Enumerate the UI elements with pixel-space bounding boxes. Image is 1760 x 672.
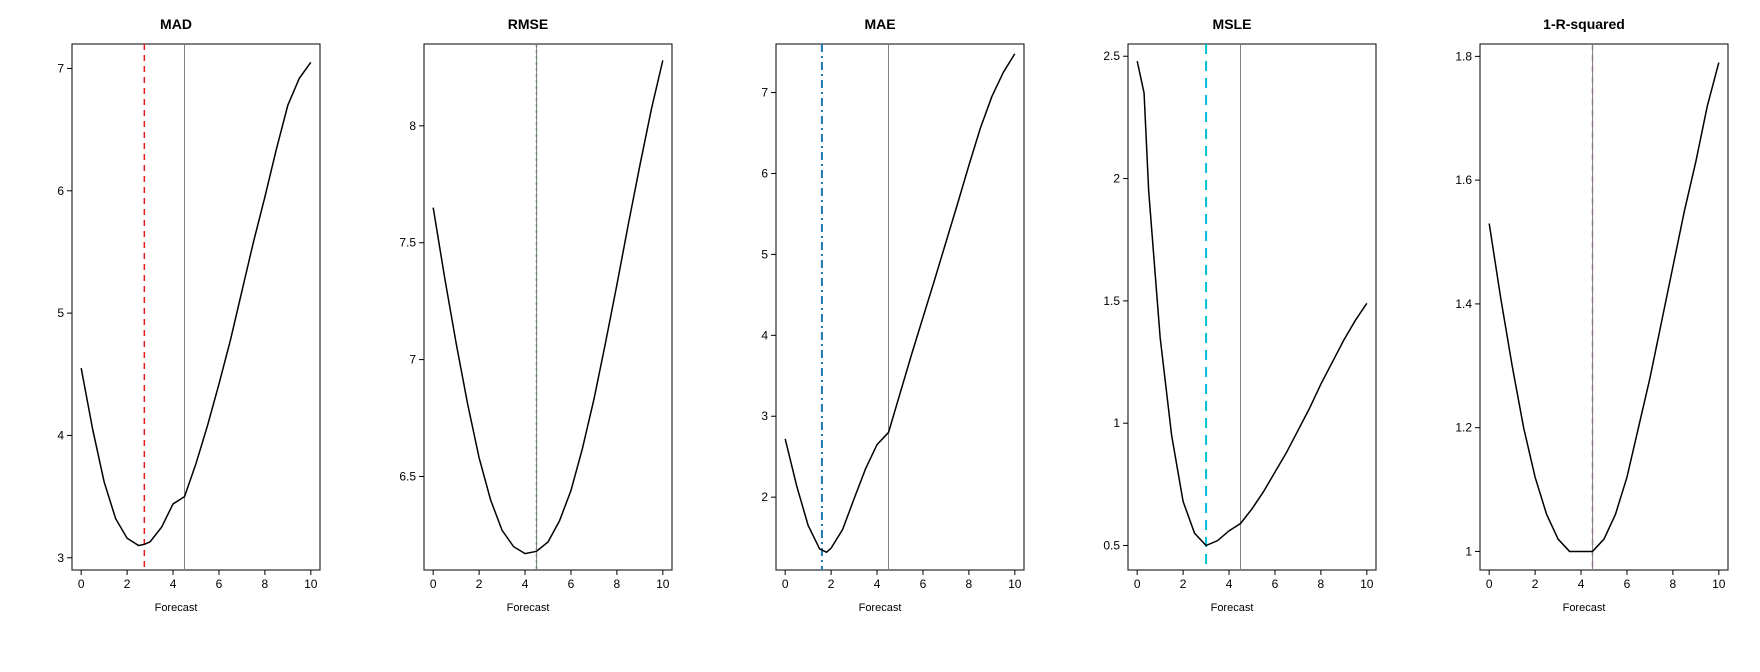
x-tick-label: 0 <box>1134 577 1141 591</box>
loss-curve <box>1489 63 1719 552</box>
plot-area: 0 2 4 6 8 10 6.5 7 7.5 8 <box>378 36 678 596</box>
x-tick-label: 4 <box>522 577 529 591</box>
loss-curve <box>1137 61 1367 545</box>
y-tick-label: 5 <box>57 306 64 320</box>
y-tick-label: 7 <box>761 86 768 100</box>
y-tick-label: 2 <box>761 490 768 504</box>
panel-box <box>1480 44 1728 570</box>
x-tick-label: 0 <box>430 577 437 591</box>
x-tick-label: 8 <box>614 577 621 591</box>
x-tick-label: 8 <box>1670 577 1677 591</box>
x-axis-label: Forecast <box>378 602 678 614</box>
y-tick-label: 4 <box>761 328 768 342</box>
plot-area: 0 2 4 6 8 10 1 1.2 1.4 1.6 1.8 <box>1434 36 1734 596</box>
x-axis-label: Forecast <box>1082 602 1382 614</box>
y-tick-label: 1.4 <box>1455 297 1472 311</box>
plot-svg: 0 2 4 6 8 10 3 4 5 6 7 <box>26 36 326 596</box>
x-tick-label: 6 <box>1624 577 1631 591</box>
x-tick-label: 8 <box>262 577 269 591</box>
y-tick-label: 1.5 <box>1103 294 1120 308</box>
x-tick-label: 6 <box>920 577 927 591</box>
x-tick-label: 2 <box>476 577 483 591</box>
panel-2: MAE 0 2 4 6 8 10 2 3 4 5 6 7 Forecast <box>730 16 1030 656</box>
loss-curve <box>433 60 663 553</box>
y-tick-label: 1 <box>1465 544 1472 558</box>
figure-container: MAD024681034567ForecastRMSE02468106.577.… <box>0 0 1760 672</box>
panel-title: MAE <box>730 16 1030 32</box>
y-tick-label: 1.8 <box>1455 49 1472 63</box>
y-tick-label: 2 <box>1113 172 1120 186</box>
y-tick-label: 3 <box>57 551 64 565</box>
x-tick-label: 4 <box>1578 577 1585 591</box>
x-tick-label: 0 <box>78 577 85 591</box>
x-tick-label: 8 <box>1318 577 1325 591</box>
y-tick-label: 1.2 <box>1455 421 1472 435</box>
loss-curve <box>785 54 1015 552</box>
y-tick-label: 4 <box>57 428 64 442</box>
x-tick-label: 10 <box>1360 577 1374 591</box>
x-tick-label: 10 <box>1008 577 1022 591</box>
panel-3: MSLE 0 2 4 6 8 10 0.5 1 1.5 2 2.5 Forecast <box>1082 16 1382 656</box>
y-tick-label: 7.5 <box>399 236 416 250</box>
x-tick-label: 10 <box>304 577 318 591</box>
x-tick-label: 10 <box>656 577 670 591</box>
plot-area: 0 2 4 6 8 10 0.5 1 1.5 2 2.5 <box>1082 36 1382 596</box>
x-tick-label: 6 <box>568 577 575 591</box>
x-tick-label: 6 <box>216 577 223 591</box>
plot-svg: 0 2 4 6 8 10 6.5 7 7.5 8 <box>378 36 678 596</box>
x-tick-label: 2 <box>124 577 131 591</box>
panel-title: MAD <box>26 16 326 32</box>
panel-box <box>1128 44 1376 570</box>
x-tick-label: 10 <box>1712 577 1726 591</box>
panel-title: 1-R-squared <box>1434 16 1734 32</box>
plot-svg: 0 2 4 6 8 10 2 3 4 5 6 7 <box>730 36 1030 596</box>
y-tick-label: 1.6 <box>1455 173 1472 187</box>
x-tick-label: 4 <box>874 577 881 591</box>
y-tick-label: 6 <box>761 166 768 180</box>
panel-box <box>776 44 1024 570</box>
panel-title: MSLE <box>1082 16 1382 32</box>
y-tick-label: 8 <box>409 119 416 133</box>
x-tick-label: 2 <box>1180 577 1187 591</box>
x-tick-label: 0 <box>782 577 789 591</box>
x-tick-label: 8 <box>966 577 973 591</box>
x-axis-label: Forecast <box>1434 602 1734 614</box>
y-tick-label: 2.5 <box>1103 49 1120 63</box>
y-tick-label: 7 <box>409 353 416 367</box>
x-tick-label: 2 <box>1532 577 1539 591</box>
y-tick-label: 6.5 <box>399 469 416 483</box>
y-tick-label: 6 <box>57 184 64 198</box>
y-tick-label: 5 <box>761 247 768 261</box>
panel-0: MAD 0 2 4 6 8 10 3 4 5 6 7 Forecast <box>26 16 326 656</box>
panel-box <box>424 44 672 570</box>
x-tick-label: 6 <box>1272 577 1279 591</box>
x-tick-label: 0 <box>1486 577 1493 591</box>
x-axis-label: Forecast <box>26 602 326 614</box>
y-tick-label: 0.5 <box>1103 539 1120 553</box>
panel-4: 1-R-squared 0 2 4 6 8 10 1 1.2 1.4 1.6 1.8 Forecast <box>1434 16 1734 656</box>
y-tick-label: 7 <box>57 61 64 75</box>
x-tick-label: 2 <box>828 577 835 591</box>
x-axis-label: Forecast <box>730 602 1030 614</box>
plot-area: 0 2 4 6 8 10 3 4 5 6 7 <box>26 36 326 596</box>
plot-svg: 0 2 4 6 8 10 0.5 1 1.5 2 2.5 <box>1082 36 1382 596</box>
y-tick-label: 3 <box>761 409 768 423</box>
loss-curve <box>81 62 311 545</box>
x-tick-label: 4 <box>170 577 177 591</box>
plot-svg: 0 2 4 6 8 10 1 1.2 1.4 1.6 1.8 <box>1434 36 1734 596</box>
panel-1: RMSE 0 2 4 6 8 10 6.5 7 7.5 8 Forecast <box>378 16 678 656</box>
x-tick-label: 4 <box>1226 577 1233 591</box>
y-tick-label: 1 <box>1113 416 1120 430</box>
plot-area: 0 2 4 6 8 10 2 3 4 5 6 7 <box>730 36 1030 596</box>
panel-title: RMSE <box>378 16 678 32</box>
